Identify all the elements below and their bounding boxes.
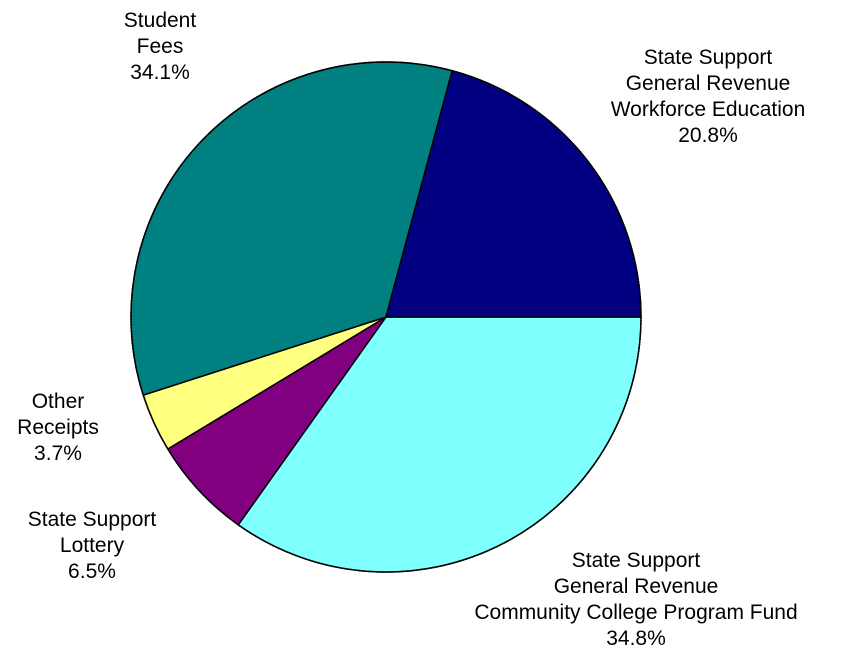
label-student-fees: Student Fees 34.1% [124, 8, 196, 86]
label-value: 6.5% [68, 560, 116, 583]
label-line: Student [123, 9, 197, 32]
label-line: Lottery [59, 534, 125, 557]
label-value: 34.8% [606, 627, 666, 650]
label-line: Community College Program Fund [474, 601, 798, 624]
label-line: Fees [136, 35, 184, 58]
label-line: State Support [571, 549, 701, 572]
label-line: State Support [643, 46, 773, 69]
label-value: 34.1% [130, 61, 190, 84]
label-lottery: State Support Lottery 6.5% [28, 507, 156, 585]
label-cc-program-fund: State Support General Revenue Community … [474, 548, 797, 652]
label-line: General Revenue [553, 575, 719, 598]
label-line: Other [31, 390, 85, 413]
label-line: State Support [27, 508, 157, 531]
pie-outline [130, 61, 642, 573]
label-line: Workforce Education [610, 98, 806, 121]
label-workforce-education: State Support General Revenue Workforce … [611, 45, 806, 149]
pie-slices [130, 61, 642, 573]
label-value: 20.8% [678, 124, 738, 147]
label-line: General Revenue [625, 72, 791, 95]
label-value: 3.7% [34, 442, 82, 465]
label-other-receipts: Other Receipts 3.7% [17, 389, 99, 467]
label-line: Receipts [17, 416, 99, 439]
